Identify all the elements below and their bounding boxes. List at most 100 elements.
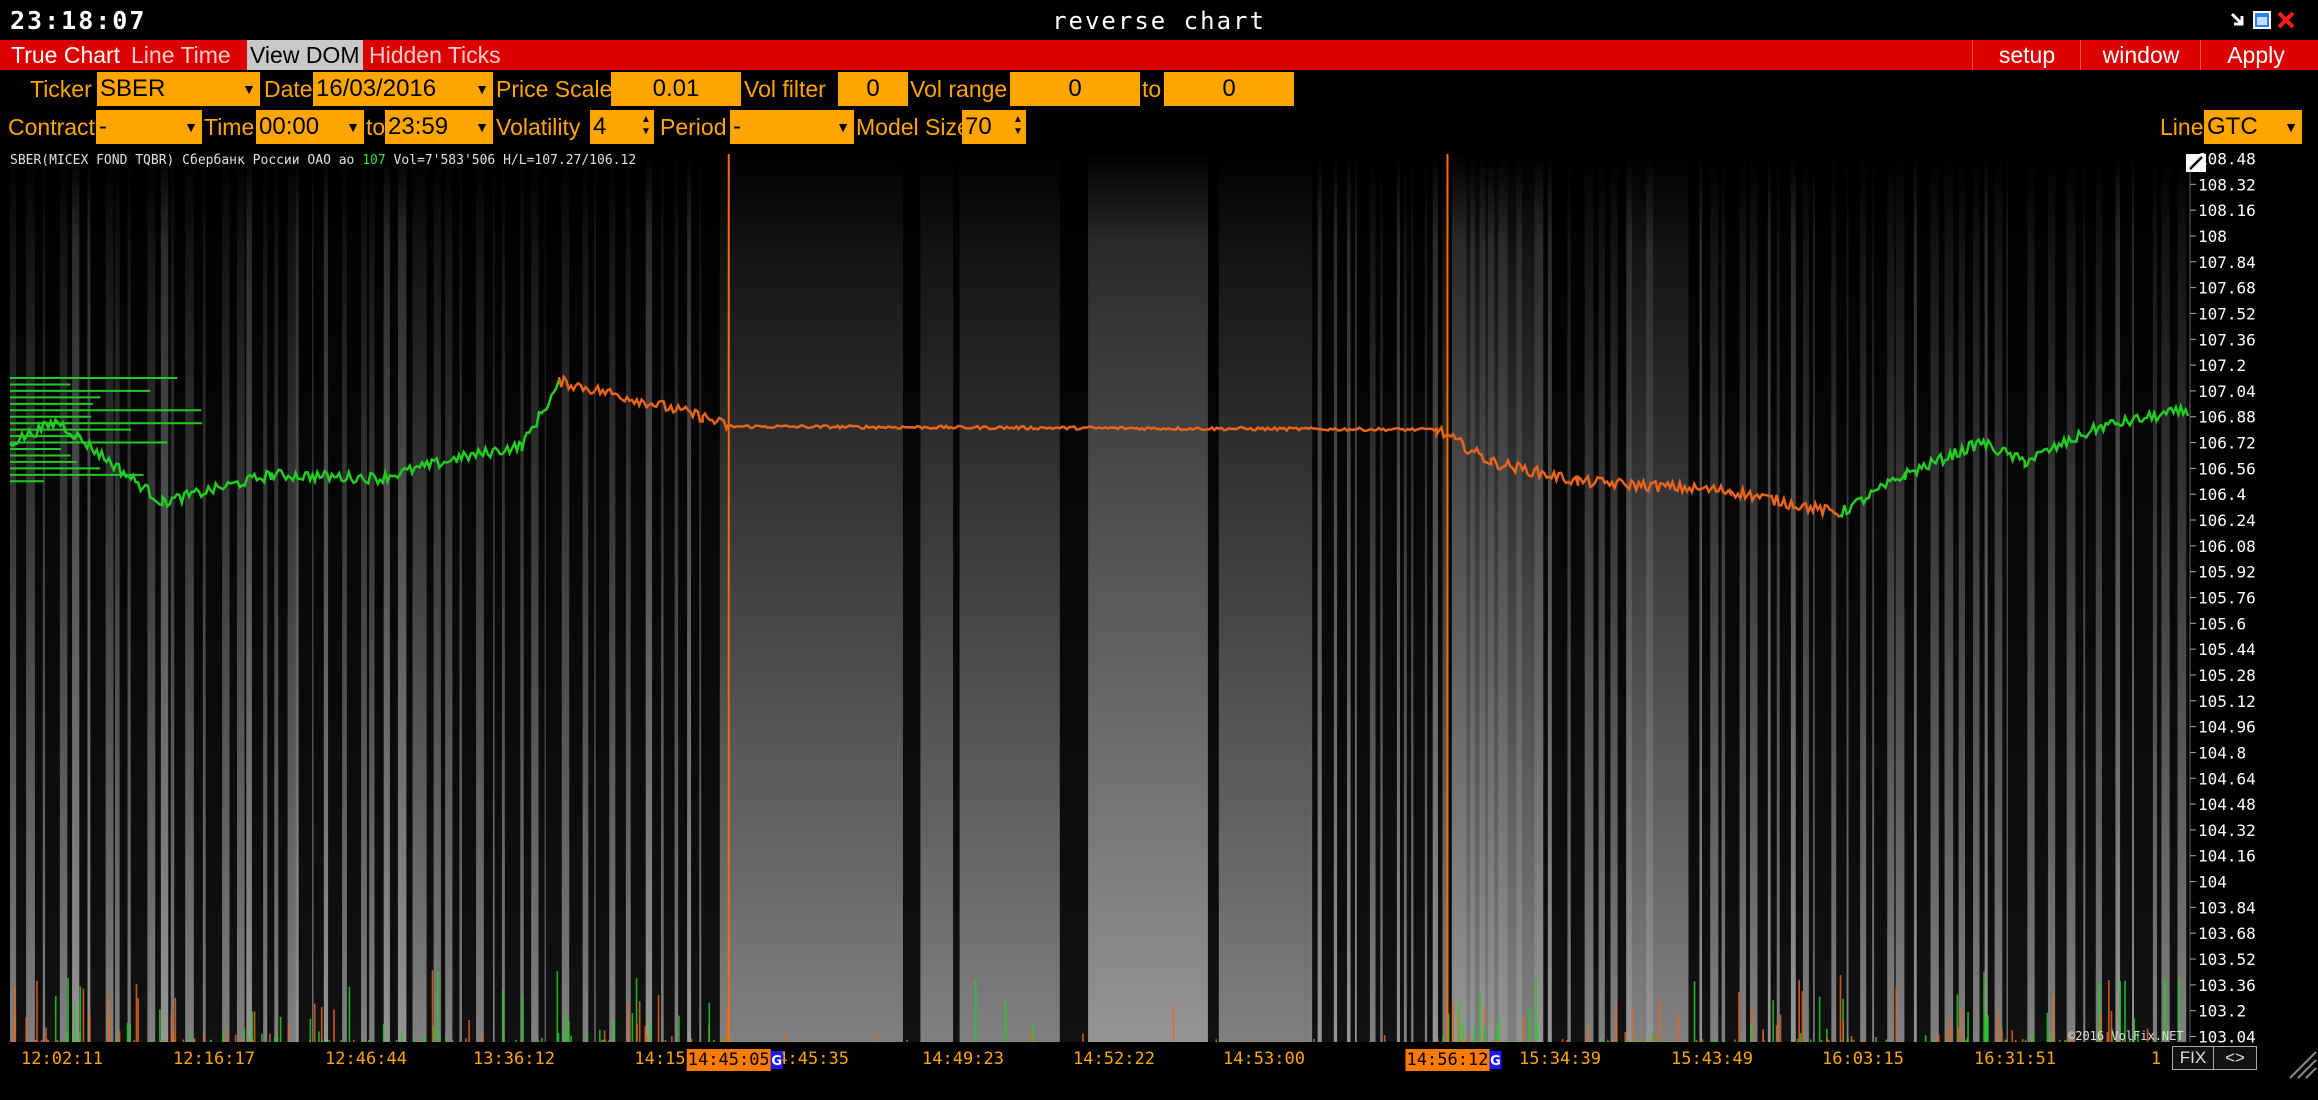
g-flag-icon [1489, 1051, 1502, 1069]
scroll-arrows-button[interactable]: <> [2213, 1046, 2257, 1070]
window-button[interactable]: window [2080, 40, 2201, 70]
volume-bar [1986, 1014, 1988, 1042]
ticker-label: Ticker [30, 76, 92, 102]
price-tick-label: 107.68 [2198, 279, 2256, 298]
time-from-select[interactable]: 00:00 ▼ [256, 110, 364, 144]
time-tick-label: 12:46:44 [325, 1049, 407, 1069]
tab-view-dom[interactable]: View DOM [247, 40, 363, 70]
tick-column [1626, 154, 1688, 1042]
vol-filter-input[interactable]: 0 [838, 72, 908, 106]
volume-bar [1651, 1031, 1654, 1042]
volume-bar [279, 1016, 282, 1042]
volume-bar [1457, 1012, 1460, 1042]
tick-column [1453, 154, 1459, 1042]
volume-bar [1750, 1024, 1753, 1042]
volume-bar [541, 1037, 543, 1042]
tick-column [114, 154, 120, 1042]
price-tick-label: 103.52 [2198, 950, 2256, 969]
price-scale-input[interactable]: 0.01 [611, 72, 741, 106]
time-tick-label: 15:43:49 [1671, 1049, 1753, 1069]
volume-bar [382, 1024, 385, 1042]
tick-column [1460, 154, 1466, 1042]
volume-bar [137, 998, 139, 1042]
volume-bar [1847, 1038, 1849, 1042]
model-size-stepper[interactable]: 70 ▲ ▼ [962, 110, 1026, 144]
tick-column [1662, 154, 1666, 1042]
price-tick-label: 107.52 [2198, 304, 2256, 323]
price-tick-label: 107.84 [2198, 253, 2256, 272]
stepper-arrows-icon[interactable]: ▲ ▼ [641, 114, 651, 137]
tick-column [959, 154, 1060, 1042]
volume-bar [47, 1039, 50, 1042]
tick-column [699, 154, 702, 1042]
time-to-select[interactable]: 23:59 ▼ [385, 110, 493, 144]
period-select[interactable]: - ▼ [730, 110, 854, 144]
vol-range-to-input[interactable]: 0 [1164, 72, 1294, 106]
setup-button[interactable]: setup [1972, 40, 2081, 70]
fix-button[interactable]: FIX [2172, 1046, 2214, 1070]
price-tick-label: 103.84 [2198, 898, 2256, 917]
price-tick-label: 108.48 [2198, 150, 2256, 169]
resize-grip-icon[interactable] [2289, 1051, 2317, 1079]
volume-bar [1895, 988, 1897, 1042]
volume-bar [1458, 1002, 1461, 1042]
tab-true-chart[interactable]: True Chart [11, 42, 121, 68]
line-select[interactable]: GTC ▼ [2204, 110, 2302, 144]
tick-column [1958, 154, 1965, 1042]
volume-bar [2031, 1033, 2034, 1042]
volume-bar [1967, 1012, 1969, 1042]
date-select[interactable]: 16/03/2016 ▼ [313, 72, 493, 106]
tick-column [1354, 154, 1357, 1042]
volume-bar [671, 1036, 673, 1042]
contract-select[interactable]: - ▼ [96, 110, 202, 144]
pencil-icon[interactable] [2186, 154, 2206, 172]
volume-bar [1383, 1035, 1386, 1042]
volume-bar [46, 1039, 48, 1042]
volume-bar [1809, 1039, 1812, 1042]
volume-bar [367, 1039, 370, 1042]
volume-bar [133, 1039, 136, 1042]
volume-bar [664, 1039, 667, 1042]
tick-column [660, 154, 664, 1042]
tick-column [323, 154, 329, 1042]
vol-range-from-input[interactable]: 0 [1010, 72, 1140, 106]
volatility-label: Volatility [496, 114, 581, 140]
volume-bar [321, 1039, 323, 1042]
volume-bar [436, 971, 439, 1042]
volatility-stepper[interactable]: 4 ▲ ▼ [590, 110, 654, 144]
price-tick-label: 105.44 [2198, 640, 2256, 659]
time-tick-label: 1 [2151, 1049, 2161, 1069]
tick-column [1646, 154, 1654, 1042]
tick-column [127, 154, 131, 1042]
price-chart[interactable]: 108.48 108.32 108.16 108 107.84 107.68 107.52 1… [0, 150, 2318, 1080]
volume-bar [521, 996, 524, 1042]
volume-bar [646, 1036, 648, 1042]
volume-bar [1701, 1039, 1704, 1042]
g-flag-label: G [1490, 1054, 1501, 1069]
tick-column [2177, 154, 2187, 1042]
volume-bar [602, 1039, 604, 1042]
volume-bar [170, 1014, 173, 1042]
ticker-select[interactable]: SBER ▼ [97, 72, 260, 106]
stepper-arrows-icon[interactable]: ▲ ▼ [1013, 114, 1023, 137]
maximize-icon[interactable] [2252, 10, 2272, 30]
apply-button[interactable]: Apply [2200, 40, 2311, 70]
tab-line-time[interactable]: Line Time [131, 42, 231, 68]
copyright: ©2016 VolFix.NET [2068, 1029, 2184, 1043]
period-label: Period [660, 114, 727, 140]
instrument-info-prefix: SBER(MICEX FOND TQBR) Сбербанк России ОА… [10, 153, 363, 168]
volume-bar [1863, 1040, 1865, 1042]
tick-column [1088, 154, 1208, 1042]
minimize-icon[interactable] [2228, 10, 2248, 30]
volume-bar [465, 1038, 467, 1042]
price-series-down [557, 373, 1841, 520]
volume-bar [395, 1039, 398, 1042]
tab-hidden-ticks[interactable]: Hidden Ticks [369, 42, 501, 68]
time-marker-label: 14:56:12 [1407, 1050, 1489, 1070]
volume-bar [1826, 1037, 1829, 1042]
volume-bar [45, 1027, 47, 1042]
tick-column [1767, 154, 1771, 1042]
close-icon[interactable] [2276, 10, 2296, 30]
tick-column [312, 154, 314, 1042]
volume-bar [502, 1039, 505, 1042]
